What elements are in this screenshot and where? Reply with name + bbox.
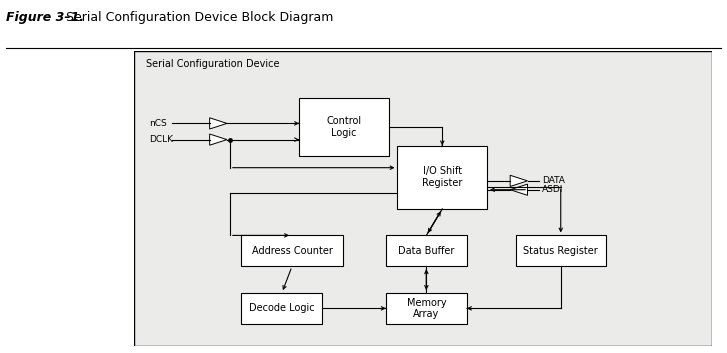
Text: DATA: DATA [542, 176, 565, 185]
Text: Serial Configuration Device: Serial Configuration Device [146, 59, 280, 68]
Polygon shape [510, 175, 528, 186]
Text: DCLK: DCLK [149, 135, 173, 144]
Polygon shape [510, 184, 528, 195]
Polygon shape [209, 134, 227, 145]
Bar [241, 235, 342, 267]
Polygon shape [209, 118, 227, 129]
Bar [516, 235, 606, 267]
Bar [386, 235, 467, 267]
Text: Figure 3–1.: Figure 3–1. [6, 11, 84, 24]
Text: ASDI: ASDI [542, 185, 563, 194]
Text: Data Buffer: Data Buffer [398, 246, 454, 256]
Bar [241, 293, 322, 324]
Bar [386, 293, 467, 324]
Text: Decode Logic: Decode Logic [249, 303, 315, 313]
Text: nCS: nCS [149, 119, 166, 128]
Bar [300, 98, 389, 156]
Text: Address Counter: Address Counter [252, 246, 332, 256]
Bar [398, 145, 487, 209]
Text: Serial Configuration Device Block Diagram: Serial Configuration Device Block Diagra… [58, 11, 334, 24]
Text: Control
Logic: Control Logic [326, 116, 361, 138]
Text: Status Register: Status Register [523, 246, 598, 256]
Text: I/O Shift
Register: I/O Shift Register [422, 166, 462, 188]
Text: Memory
Array: Memory Array [406, 298, 446, 319]
